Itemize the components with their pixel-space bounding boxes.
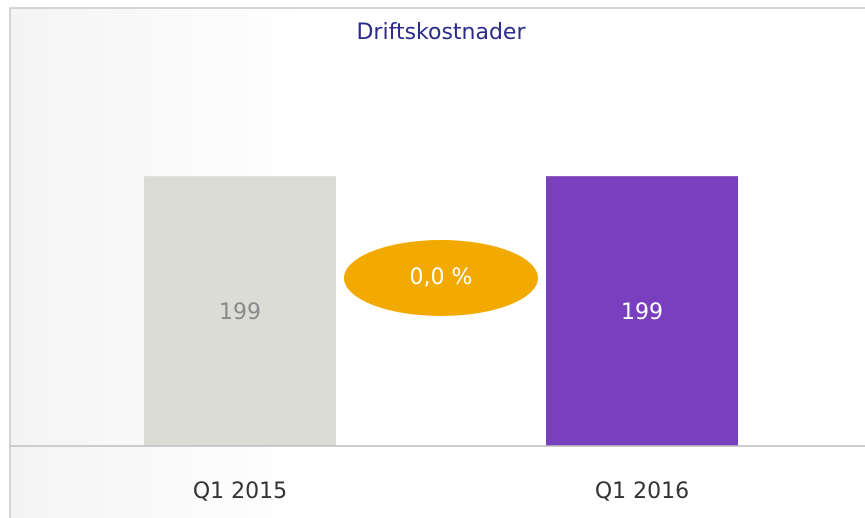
chart-title: Driftskostnader	[356, 20, 526, 45]
x-tick-label: Q1 2015	[193, 479, 287, 504]
x-tick-label: Q1 2016	[595, 479, 689, 504]
bar	[144, 176, 336, 446]
bar	[546, 176, 738, 446]
change-label: 0,0 %	[410, 265, 473, 290]
change-badge	[344, 240, 538, 316]
value-label: 199	[219, 300, 261, 325]
value-label: 199	[621, 300, 663, 325]
